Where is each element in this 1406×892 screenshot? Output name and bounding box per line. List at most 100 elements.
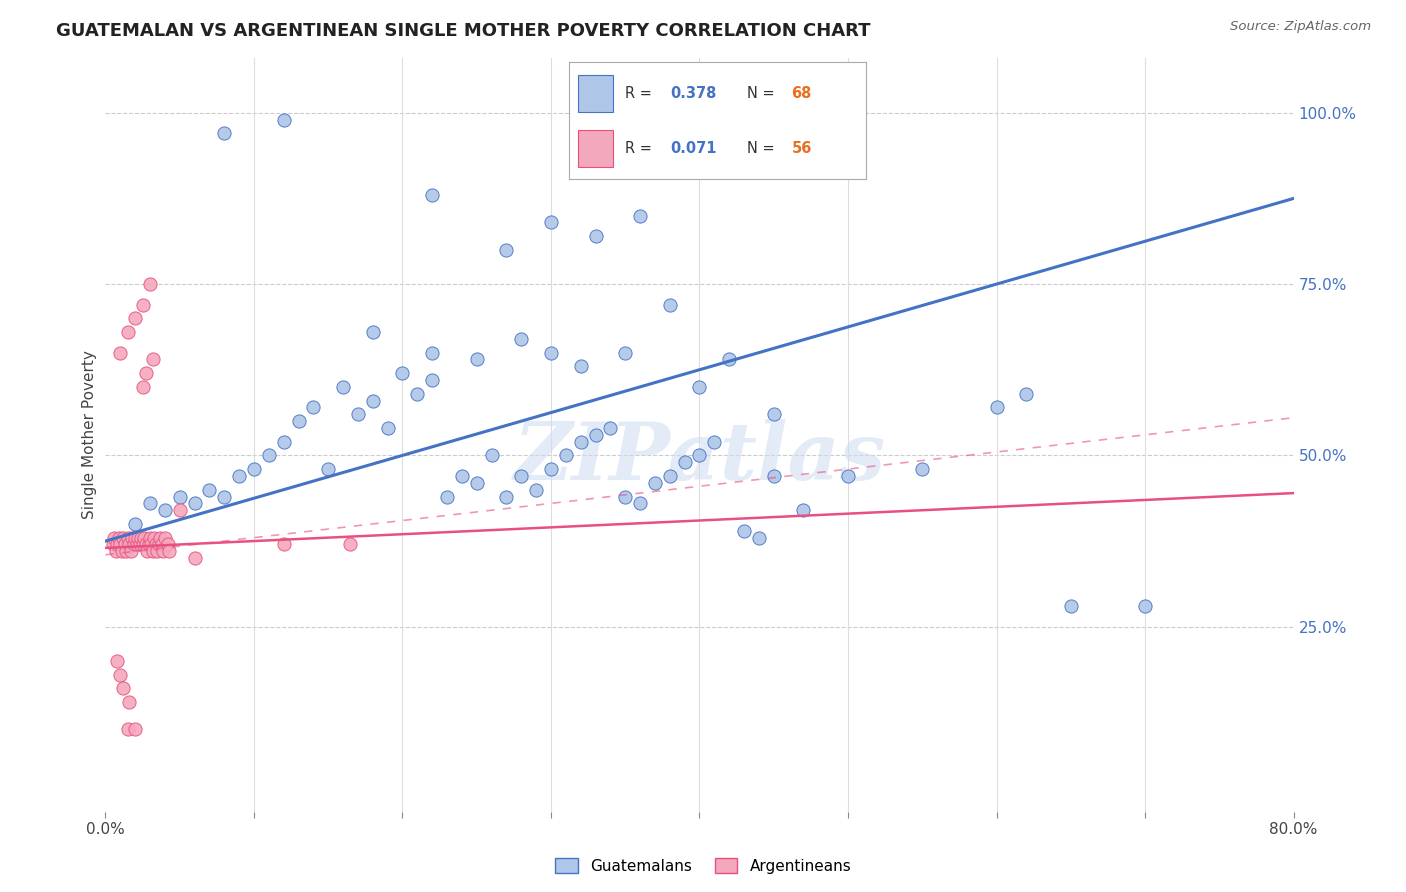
Point <box>658 469 681 483</box>
Text: GUATEMALAN VS ARGENTINEAN SINGLE MOTHER POVERTY CORRELATION CHART: GUATEMALAN VS ARGENTINEAN SINGLE MOTHER … <box>56 22 870 40</box>
Point <box>420 373 443 387</box>
Point <box>111 544 134 558</box>
Point <box>183 496 205 510</box>
Point <box>105 654 128 668</box>
Legend: Guatemalans, Argentineans: Guatemalans, Argentineans <box>548 852 858 880</box>
Point <box>139 531 162 545</box>
Point <box>510 332 533 346</box>
Point <box>1015 386 1038 401</box>
Point <box>148 537 170 551</box>
Point <box>117 723 139 737</box>
Point <box>118 537 141 551</box>
Point <box>614 345 637 359</box>
Point <box>101 537 124 551</box>
Point <box>569 434 592 449</box>
Point <box>1060 599 1083 614</box>
Point <box>125 537 148 551</box>
Y-axis label: Single Mother Poverty: Single Mother Poverty <box>82 351 97 519</box>
Point <box>214 127 236 141</box>
Point <box>103 531 125 545</box>
Point <box>540 462 562 476</box>
Point <box>406 386 429 401</box>
Point <box>628 496 651 510</box>
Point <box>228 469 250 483</box>
Point <box>703 434 725 449</box>
Point <box>391 366 413 380</box>
Point <box>554 449 576 463</box>
Point <box>436 490 458 504</box>
Point <box>157 544 180 558</box>
Point <box>585 229 607 244</box>
Point <box>628 209 651 223</box>
Point <box>153 503 176 517</box>
Point <box>169 490 191 504</box>
Point <box>361 393 384 408</box>
Point <box>135 537 157 551</box>
Point <box>302 401 325 415</box>
Point <box>495 243 517 257</box>
Point <box>273 112 295 127</box>
Point <box>150 537 173 551</box>
Point <box>112 531 135 545</box>
Point <box>120 544 142 558</box>
Point <box>257 449 280 463</box>
Point <box>748 531 770 545</box>
Point <box>117 531 139 545</box>
Point <box>420 345 443 359</box>
Point <box>121 531 143 545</box>
Point <box>481 449 503 463</box>
Point <box>450 469 472 483</box>
Point <box>132 531 155 545</box>
Point <box>243 462 266 476</box>
Point <box>465 475 488 490</box>
Point <box>136 544 159 558</box>
Point <box>718 352 741 367</box>
Point <box>1133 599 1156 614</box>
Point <box>105 537 128 551</box>
Point <box>540 215 562 229</box>
Point <box>510 469 533 483</box>
Point <box>142 544 165 558</box>
Point <box>347 407 370 421</box>
Point <box>131 298 153 312</box>
Point <box>614 490 637 504</box>
Point <box>124 516 146 531</box>
Point <box>108 531 131 545</box>
Point <box>762 407 785 421</box>
Point <box>110 537 132 551</box>
Point <box>112 681 135 696</box>
Point <box>145 537 167 551</box>
Point <box>110 345 132 359</box>
Point <box>689 449 711 463</box>
Text: Source: ZipAtlas.com: Source: ZipAtlas.com <box>1230 20 1371 33</box>
Point <box>139 277 162 291</box>
Point <box>273 434 295 449</box>
Point <box>131 380 153 394</box>
Point <box>599 421 621 435</box>
Point <box>127 531 149 545</box>
Point <box>524 483 547 497</box>
Point <box>332 380 354 394</box>
Point <box>420 188 443 202</box>
Point <box>128 537 150 551</box>
Point <box>135 366 157 380</box>
Point <box>287 414 309 428</box>
Point <box>361 325 384 339</box>
Point <box>339 537 361 551</box>
Point <box>986 401 1008 415</box>
Point <box>273 537 295 551</box>
Point <box>139 496 162 510</box>
Point <box>143 531 166 545</box>
Point <box>495 490 517 504</box>
Point <box>115 544 138 558</box>
Point <box>118 695 141 709</box>
Point <box>149 531 172 545</box>
Point <box>142 352 165 367</box>
Point <box>673 455 696 469</box>
Point <box>658 298 681 312</box>
Text: ZIPatlas: ZIPatlas <box>513 418 886 496</box>
Point <box>689 380 711 394</box>
Point <box>124 723 146 737</box>
Point <box>316 462 339 476</box>
Point <box>569 359 592 374</box>
